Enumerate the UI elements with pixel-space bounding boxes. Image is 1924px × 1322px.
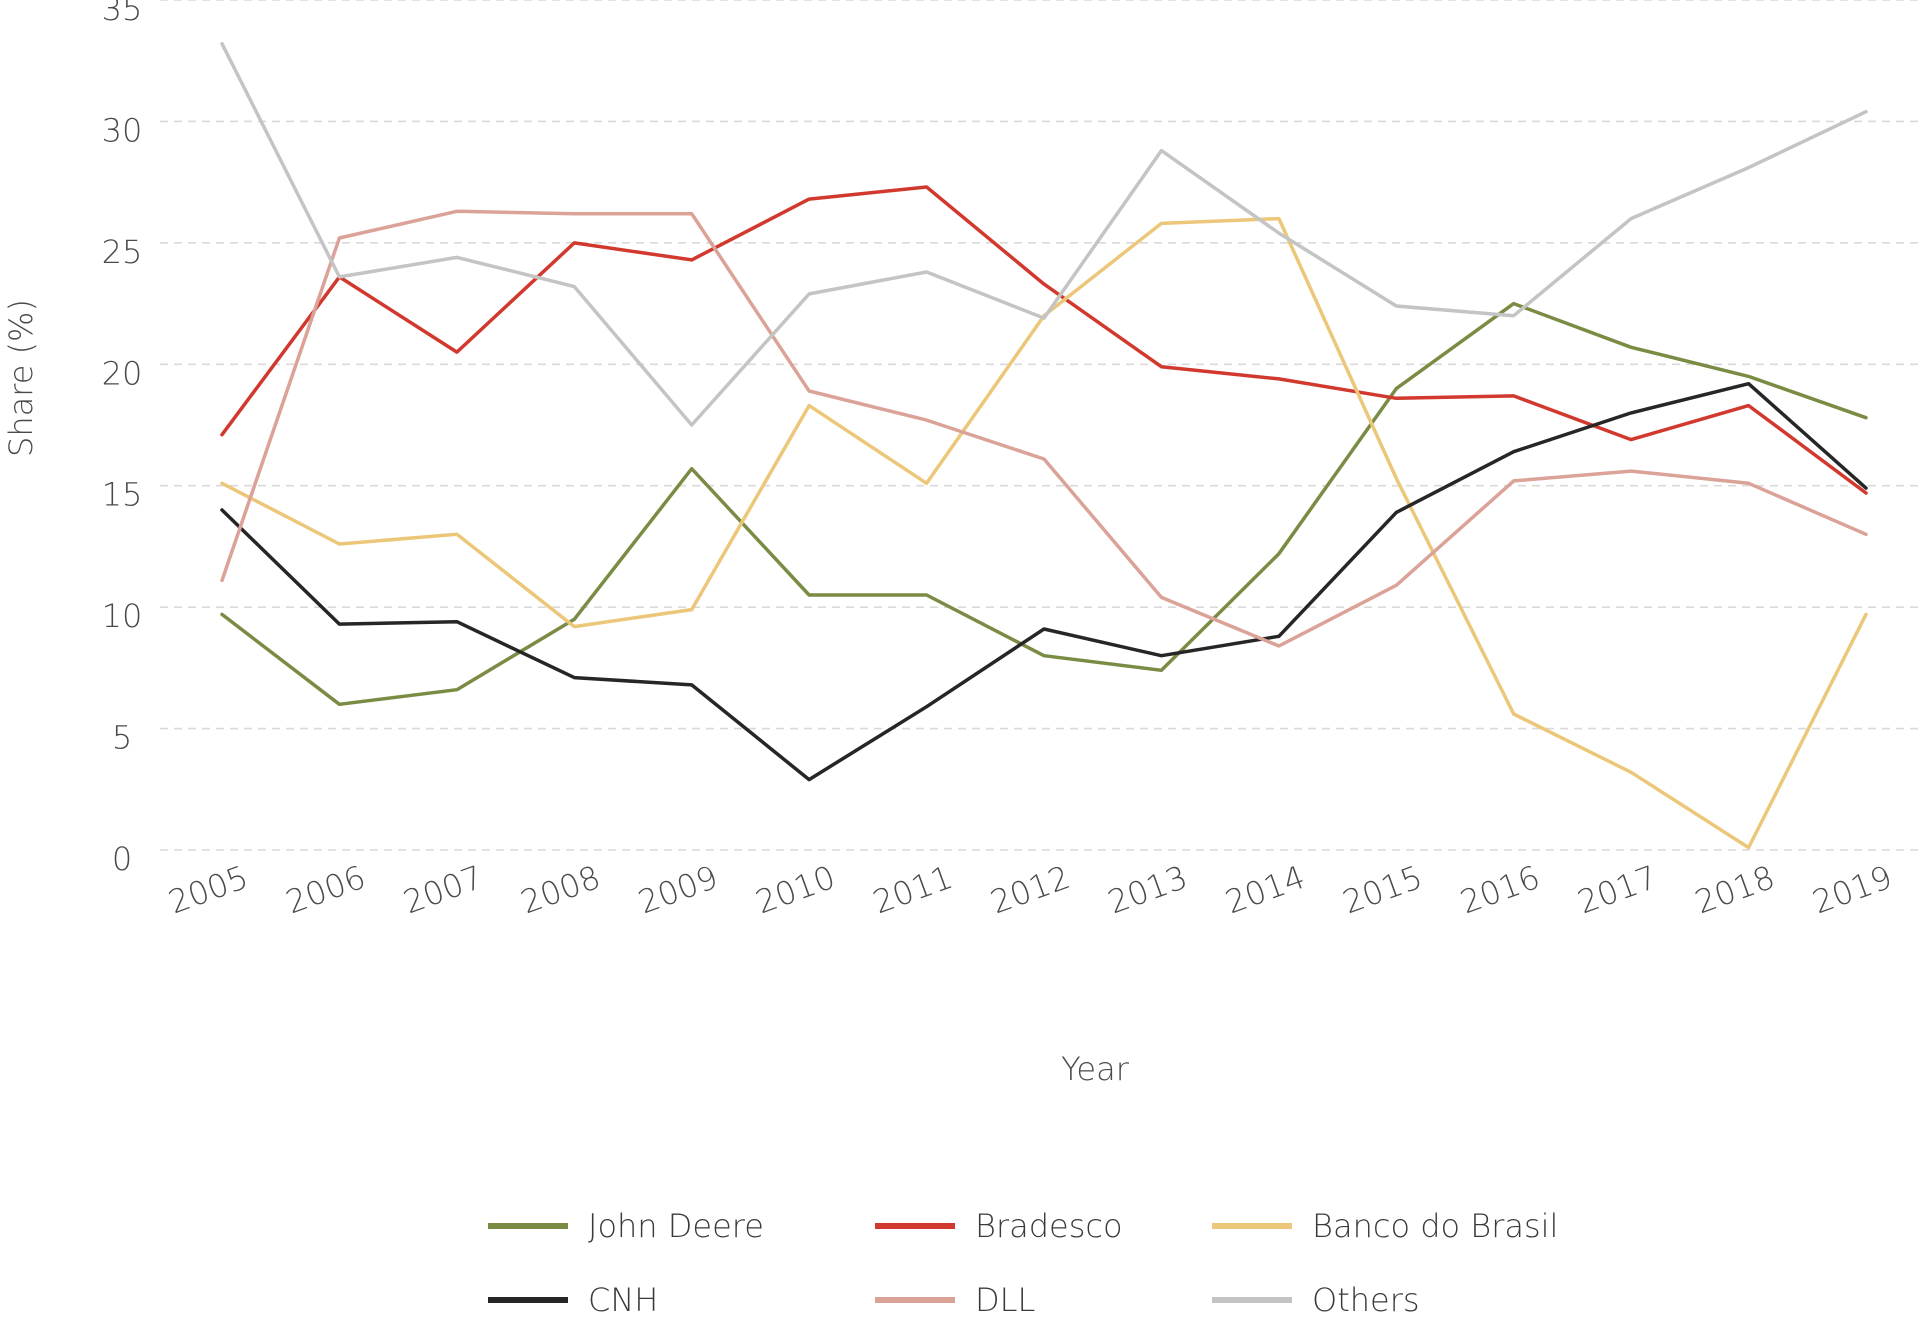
legend-label: Bradesco bbox=[975, 1207, 1123, 1245]
x-tick-label: 2019 bbox=[1807, 858, 1897, 922]
legend-label: Banco do Brasil bbox=[1312, 1207, 1558, 1245]
y-axis-ticks: 0 5 10 15 20 25 30 35 bbox=[102, 0, 143, 878]
x-tick-label: 2011 bbox=[868, 858, 958, 922]
legend-label: John Deere bbox=[588, 1207, 764, 1245]
x-tick-label: 2016 bbox=[1455, 858, 1545, 922]
x-axis-label: Year bbox=[1061, 1050, 1130, 1088]
x-tick-label: 2017 bbox=[1573, 858, 1663, 922]
series-lines bbox=[220, 41, 1868, 850]
gridlines bbox=[160, 0, 1924, 851]
series-line-dll bbox=[220, 209, 1868, 648]
x-axis-ticks: 2005 2006 2007 2008 2009 2010 2011 2012 2013 2014… bbox=[163, 858, 1897, 922]
legend-label: CNH bbox=[588, 1281, 658, 1319]
y-tick-label: 25 bbox=[102, 233, 143, 271]
legend: John Deere Bradesco Banco do Brasil CNH DLL O… bbox=[488, 1207, 1558, 1319]
series-line-cnh bbox=[220, 381, 1868, 782]
series-line-banco-do-brasil bbox=[220, 216, 1868, 850]
x-tick-label: 2018 bbox=[1690, 858, 1780, 922]
x-tick-label: 2007 bbox=[398, 858, 488, 922]
y-tick-label: 0 bbox=[112, 840, 132, 878]
x-tick-label: 2012 bbox=[985, 858, 1075, 922]
x-tick-label: 2015 bbox=[1338, 858, 1428, 922]
x-tick-label: 2008 bbox=[516, 858, 606, 922]
x-tick-label: 2013 bbox=[1103, 858, 1193, 922]
series-line-john-deere bbox=[220, 301, 1868, 707]
y-tick-label: 30 bbox=[102, 111, 143, 149]
x-tick-label: 2005 bbox=[163, 858, 253, 922]
legend-label: DLL bbox=[975, 1281, 1035, 1319]
x-tick-label: 2010 bbox=[751, 858, 841, 922]
y-tick-label: 10 bbox=[102, 597, 143, 635]
series-line-bradesco bbox=[220, 185, 1868, 495]
y-tick-label: 15 bbox=[102, 476, 143, 514]
y-tick-label: 20 bbox=[102, 354, 143, 392]
x-tick-label: 2009 bbox=[633, 858, 723, 922]
x-tick-label: 2006 bbox=[281, 858, 371, 922]
y-tick-label: 35 bbox=[102, 0, 143, 28]
legend-label: Others bbox=[1312, 1281, 1420, 1319]
y-tick-label: 5 bbox=[112, 719, 132, 757]
y-axis-label: Share (%) bbox=[2, 299, 40, 457]
series-line-others bbox=[220, 41, 1868, 427]
x-tick-label: 2014 bbox=[1220, 858, 1310, 922]
